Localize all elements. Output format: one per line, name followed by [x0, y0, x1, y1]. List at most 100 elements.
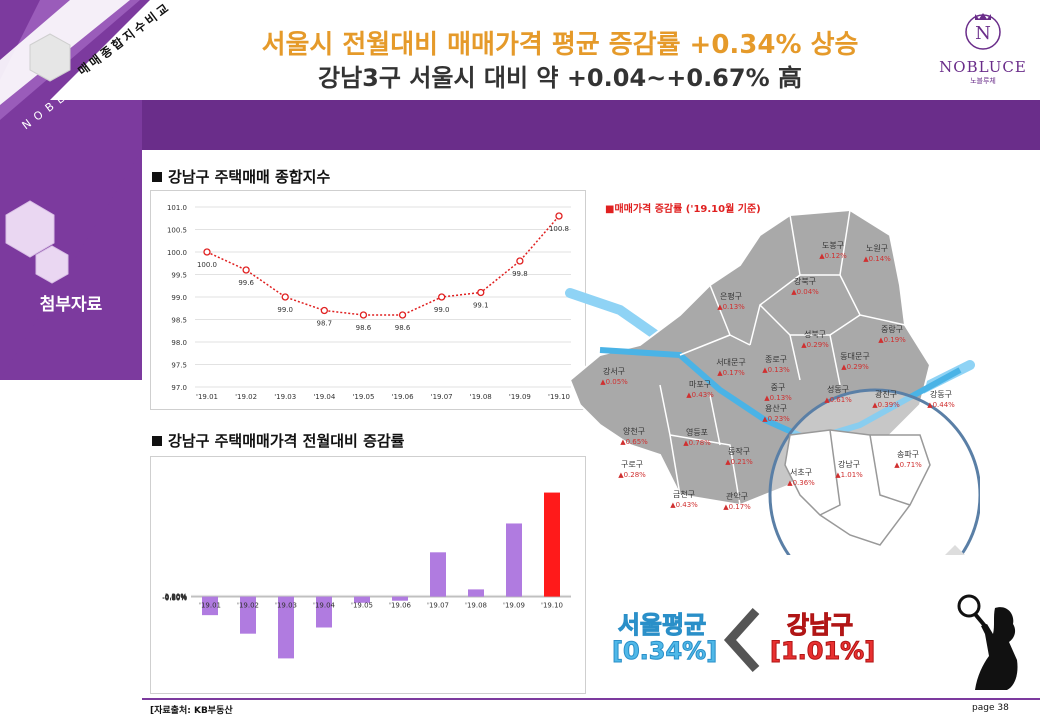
x-tick-label: '19.03	[275, 602, 297, 610]
district-name: 성북구	[803, 330, 827, 339]
y-tick-label: 98.0	[171, 339, 187, 347]
district-change: ▲0.65%	[620, 438, 648, 446]
district-change: ▲0.13%	[762, 366, 790, 374]
district-20: 구로구 ▲0.28%	[608, 460, 656, 480]
district-change: ▲0.44%	[927, 401, 955, 409]
district-4: 은평구 ▲0.13%	[707, 292, 755, 312]
district-10: 강서구 ▲0.05%	[590, 367, 638, 387]
district-name: 성동구	[826, 385, 850, 394]
district-name: 동대문구	[840, 352, 870, 361]
x-tick-label: '19.09	[509, 393, 531, 401]
brand-logo: N NOBLUCE 노블루체	[936, 8, 1030, 98]
y-tick-label: 0.80%	[165, 593, 188, 601]
district-change: ▲0.36%	[787, 479, 815, 487]
seoul-average-callout: 서울평균 [0.34%]	[612, 612, 718, 665]
district-13: 성동구 ▲0.61%	[814, 385, 862, 405]
district-21: 금천구 ▲0.43%	[660, 490, 708, 510]
data-point	[516, 257, 524, 265]
district-change: ▲0.04%	[791, 288, 819, 296]
y-tick-label: 98.5	[171, 317, 187, 325]
district-1: 도봉구 ▲0.12%	[809, 241, 857, 261]
x-tick-label: '19.05	[351, 602, 373, 610]
district-3: 강북구 ▲0.04%	[781, 277, 829, 297]
gangnam-callout: 강남구 [1.01%]	[770, 612, 876, 665]
seoul-average-value: [0.34%]	[612, 637, 718, 665]
page-number: page 38	[972, 703, 1009, 713]
data-point	[359, 311, 368, 319]
data-label: 99.8	[512, 270, 528, 278]
district-18: 영등포 ▲0.78%	[673, 428, 721, 448]
district-name: 서초구	[789, 468, 813, 477]
district-16: 용산구 ▲0.23%	[752, 404, 800, 424]
gangnam3-zoom	[784, 429, 931, 546]
data-point	[438, 293, 446, 301]
less-than-icon	[723, 607, 760, 673]
y-tick-label: 1.00%	[165, 593, 188, 601]
district-17: 양천구 ▲0.65%	[610, 427, 658, 447]
district-borders	[659, 209, 906, 506]
section-title-index-text: 강남구 주택매매 종합지수	[168, 168, 331, 186]
district-name: 양천구	[622, 427, 646, 436]
district-11: 마포구 ▲0.43%	[676, 380, 724, 400]
footer-divider	[142, 698, 1040, 700]
y-tick-label: 0.00%	[165, 594, 188, 602]
district-change: ▲0.78%	[683, 439, 711, 447]
y-tick-label: 99.5	[171, 272, 187, 280]
district-change: ▲0.19%	[878, 336, 906, 344]
district-change: ▲0.29%	[841, 363, 869, 371]
map-title: ■매매가격 증감률 ('19.10월 기준)	[605, 204, 761, 215]
hexagon-decoration	[5, 200, 69, 284]
district-change: ▲0.61%	[824, 396, 852, 404]
y-tick-label: 100.5	[167, 227, 187, 235]
zoom-pointer	[945, 545, 965, 555]
y-tick-label: 0.20%	[165, 593, 188, 601]
district-15: 강동구 ▲0.44%	[917, 390, 965, 410]
data-point	[242, 266, 250, 274]
x-tick-label: '19.09	[503, 602, 525, 610]
x-tick-label: '19.01	[199, 602, 221, 610]
district-23: 서초구 ▲0.36%	[777, 468, 825, 488]
district-change: ▲0.12%	[819, 252, 847, 260]
data-label: 98.6	[395, 324, 411, 332]
crest-icon: N	[965, 13, 1001, 50]
district-change: ▲1.01%	[835, 471, 863, 479]
han-river	[599, 347, 962, 444]
district-change: ▲0.13%	[764, 394, 792, 402]
data-label: 98.7	[317, 320, 333, 328]
gangnam-value: [1.01%]	[770, 637, 876, 665]
y-tick-label: 99.0	[171, 294, 187, 302]
section-title-change: 강남구 주택매매가격 전월대비 증감률	[152, 430, 404, 451]
header-band	[0, 100, 1040, 150]
bar	[240, 596, 256, 634]
bar	[316, 596, 332, 628]
district-name: 송파구	[896, 450, 920, 459]
y-tick-label: 100.0	[167, 249, 187, 257]
bar	[354, 596, 370, 603]
bar-chart: 1.20%1.00%0.80%0.60%0.40%0.20%0.00%-0.20…	[162, 492, 571, 659]
district-change: ▲0.43%	[670, 501, 698, 509]
district-22: 관악구 ▲0.17%	[713, 492, 761, 512]
district-19: 동작구 ▲0.21%	[715, 447, 763, 467]
logo-name: NOBLUCE	[939, 58, 1027, 76]
y-tick-label: 97.5	[171, 362, 187, 370]
district-change: ▲0.05%	[600, 378, 628, 386]
district-name: 은평구	[719, 292, 743, 301]
section-title-index: 강남구 주택매매 종합지수	[152, 166, 330, 187]
district-12: 중구 ▲0.13%	[754, 383, 802, 403]
district-name: 금천구	[672, 490, 696, 499]
detective-silhouette-icon	[957, 594, 1018, 690]
data-label: 98.6	[356, 324, 372, 332]
section-title-change-text: 강남구 주택매매가격 전월대비 증감률	[168, 432, 405, 450]
district-name: 광진구	[874, 390, 898, 399]
x-tick-label: '19.08	[470, 393, 492, 401]
district-6: 중랑구 ▲0.19%	[868, 325, 916, 345]
x-tick-label: '19.03	[274, 393, 296, 401]
district-change: ▲0.21%	[725, 458, 753, 466]
district-change: ▲0.17%	[723, 503, 751, 511]
district-name: 강북구	[793, 277, 817, 286]
data-label: 100.8	[549, 225, 569, 233]
source-note: [자료출처: KB부동산	[150, 706, 233, 716]
district-2: 노원구 ▲0.14%	[853, 244, 901, 264]
district-change: ▲0.13%	[717, 303, 745, 311]
x-tick-label: '19.07	[427, 602, 449, 610]
